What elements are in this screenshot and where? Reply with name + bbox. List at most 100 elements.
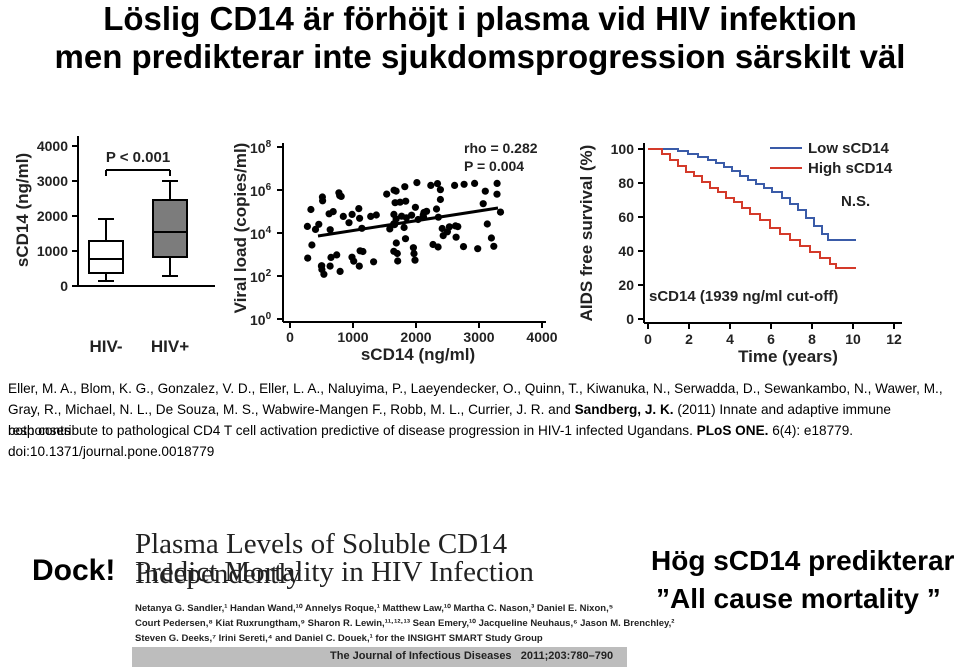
reference-doi: doi:10.1371/journal.pone.0018779 [8, 444, 215, 459]
reference-journal: PLoS ONE. [696, 423, 769, 438]
scatter-point [355, 205, 363, 213]
scatter-ytick: 102 [250, 268, 272, 285]
scatter-point [433, 180, 442, 188]
survival-ytick: 20 [618, 277, 634, 293]
scatter-point [402, 214, 410, 222]
survival-xtick: 8 [808, 331, 816, 347]
scatter-point [400, 223, 408, 232]
survival-curve-high [648, 148, 856, 269]
scatter-point [429, 240, 437, 249]
scatter-xtick: 3000 [463, 329, 494, 345]
survival-xlabel: Time (years) [738, 347, 838, 366]
survival-ns-label: N.S. [841, 193, 870, 210]
scatter-point [390, 210, 398, 218]
scatter-point [490, 242, 498, 250]
scatter-figure: Viral load (copies/ml) sCD14 (ng/ml) rho… [231, 139, 558, 364]
scatter-xtick: 2000 [400, 329, 431, 345]
survival-cutoff-label: sCD14 (1939 ng/ml cut-off) [649, 288, 838, 305]
scatter-point [411, 256, 419, 264]
scatter-point [394, 257, 402, 265]
scatter-point [479, 200, 487, 208]
scatter-point [445, 223, 453, 231]
scatter-point [327, 253, 335, 261]
scatter-point [367, 212, 375, 220]
scatter-point [317, 262, 325, 270]
scatter-rho: rho = 0.282 [464, 140, 538, 156]
scatter-point [436, 195, 444, 204]
legend-high-label: High sCD14 [808, 160, 893, 177]
box-hiv-negative [88, 218, 124, 282]
scatter-point [493, 179, 501, 187]
paper-title-line2: Predict Mortality in HIV Infection [135, 556, 534, 588]
scatter-point [471, 179, 479, 187]
scatter-point [451, 222, 460, 230]
survival-xtick: 2 [685, 331, 693, 347]
scatter-point [487, 234, 495, 242]
survival-xtick: 12 [886, 331, 902, 347]
survival-curve-low [648, 148, 856, 241]
boxplot-category-hiv-positive: HIV+ [151, 337, 189, 356]
scatter-point [460, 180, 468, 188]
scatter-point [304, 254, 312, 262]
reference-line2-authors: Gray, R., Michael, N. L., De Souza, M. S… [8, 402, 575, 417]
survival-ytick: 40 [618, 243, 634, 259]
scatter-trend-line [317, 206, 499, 238]
scatter-point [348, 210, 356, 218]
boxplot-ytick: 4000 [37, 138, 68, 154]
scatter-point [496, 208, 505, 216]
scatter-point [438, 224, 446, 233]
boxplot-category-hiv-negative: HIV- [89, 337, 122, 356]
scatter-ytick: 108 [250, 139, 272, 156]
reference-line2-title: (2011) Innate and adaptive immune respon… [8, 402, 891, 438]
claim-line2: ”All cause mortality ” [656, 583, 941, 614]
scatter-xtick: 1000 [337, 329, 368, 345]
scatter-point [335, 189, 343, 197]
boxplot-ylabel: sCD14 (ng/ml) [13, 153, 32, 267]
dock-label: Dock! [32, 554, 116, 587]
scatter-point [427, 181, 435, 189]
scatter-point [372, 211, 380, 219]
scatter-point [329, 208, 337, 216]
scatter-point [303, 222, 311, 230]
scatter-point [401, 183, 409, 191]
scatter-xtick: 4000 [526, 329, 557, 345]
boxplot-pvalue: P < 0.001 [106, 149, 170, 166]
scatter-point [432, 205, 441, 213]
boxplot-ytick: 1000 [37, 243, 68, 259]
survival-xtick: 6 [767, 331, 775, 347]
survival-xtick: 4 [726, 331, 734, 347]
paper-authors-line3: Steven G. Deeks,⁷ Irini Sereti,⁴ and Dan… [135, 633, 543, 644]
scatter-points [303, 179, 505, 278]
survival-ytick: 80 [618, 175, 634, 191]
scatter-point [493, 190, 501, 198]
scatter-point [333, 251, 341, 259]
boxplot-figure: sCD14 (ng/ml) 0 1000 2000 3000 4000 P < … [13, 136, 215, 356]
scatter-point [452, 233, 460, 241]
reference-line2: Gray, R., Michael, N. L., De Souza, M. S… [8, 399, 956, 441]
scatter-ytick: 100 [250, 311, 272, 328]
scatter-point [393, 249, 401, 258]
scatter-point [386, 225, 394, 233]
claim-line1: Hög sCD14 predikterar [651, 545, 955, 576]
survival-ytick: 100 [611, 141, 635, 157]
scatter-point [451, 181, 459, 189]
scatter-point [370, 258, 378, 266]
scatter-point [311, 225, 320, 233]
reference-line3: both contribute to pathological CD4 T ce… [8, 420, 956, 441]
scatter-point [413, 179, 421, 187]
scatter-point [481, 187, 489, 195]
scatter-point [436, 186, 444, 194]
reference-volume: 6(4): e18779. [768, 423, 854, 438]
scatter-point [474, 245, 482, 253]
paper-authors-line2: Court Pedersen,⁸ Kiat Ruxrungtham,⁹ Shar… [135, 618, 675, 629]
survival-xtick: 10 [845, 331, 861, 347]
journal-bar: The Journal of Infectious Diseases 2011;… [132, 647, 627, 667]
scatter-point [411, 203, 419, 211]
scatter-point [356, 214, 364, 222]
scatter-point [345, 219, 353, 227]
scatter-point [356, 247, 364, 255]
scatter-point [326, 226, 334, 234]
scatter-point [307, 205, 315, 214]
scatter-point [409, 244, 417, 252]
scatter-point [336, 267, 344, 275]
